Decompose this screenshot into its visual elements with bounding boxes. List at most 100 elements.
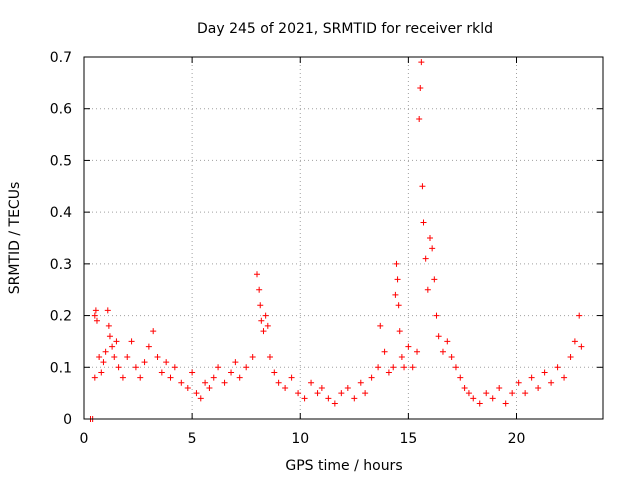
data-point [470,395,477,402]
data-point [422,255,429,262]
data-point [419,183,426,190]
data-point [113,338,120,345]
data-point [93,317,100,324]
data-point [137,374,144,381]
data-point [439,348,446,355]
data-point [576,312,583,319]
data-point [420,219,427,226]
y-tick-label: 0 [63,412,72,428]
data-point [344,384,351,391]
data-points [87,59,585,422]
data-point [92,307,99,314]
data-point [282,384,289,391]
data-point [496,384,503,391]
data-point [249,353,256,360]
data-point [409,364,416,371]
data-point [548,379,555,386]
data-point [561,374,568,381]
data-point [158,369,165,376]
data-point [435,333,442,340]
data-point [266,353,273,360]
data-point [535,384,542,391]
data-point [202,379,209,386]
data-point [541,369,548,376]
axis-ticks [83,56,603,420]
data-point [308,379,315,386]
chart-title: Day 245 of 2021, SRMTID for receiver rkl… [197,21,493,37]
data-point [124,353,131,360]
x-tick-label: 20 [508,431,526,447]
y-tick-label: 0.7 [50,50,72,66]
data-point [476,400,483,407]
grid-lines [84,57,603,419]
data-point [260,328,267,335]
x-tick-label: 5 [188,431,197,447]
data-point [171,364,178,371]
data-point [98,369,105,376]
y-tick-label: 0.2 [50,309,72,325]
data-point [236,374,243,381]
data-point [325,395,332,402]
data-point [465,390,472,397]
data-point [578,343,585,350]
data-point [502,400,509,407]
data-point [262,312,269,319]
data-point [427,235,433,241]
data-point [102,348,109,355]
data-point [489,395,496,402]
data-point [288,374,295,381]
data-point [109,343,116,350]
data-point [100,359,107,366]
data-point [215,364,222,371]
data-point [418,59,425,66]
data-point [154,353,161,360]
data-point [401,364,408,371]
data-point [228,369,235,376]
data-point [398,353,405,360]
data-point [416,116,423,123]
data-point [275,379,282,386]
data-point [178,379,185,386]
data-point [554,364,561,371]
data-point [375,364,382,371]
data-point [461,384,468,391]
x-tick-label: 15 [399,431,417,447]
data-point [91,312,98,319]
plot-frame [83,56,604,420]
data-point [417,85,424,92]
data-point [184,384,191,391]
data-point [424,286,431,293]
y-tick-label: 0.6 [50,102,72,118]
data-point [115,364,122,371]
data-point [104,307,111,314]
data-point [254,271,260,278]
data-point [105,322,112,329]
data-point [256,286,263,293]
data-point [351,395,358,402]
data-point [141,359,148,366]
data-point [189,369,196,376]
data-point [429,245,436,252]
data-point [483,390,490,397]
data-point [132,364,139,371]
data-point [257,302,264,309]
data-point [444,338,451,345]
data-point [448,353,455,360]
data-point [392,291,399,298]
data-point [394,276,401,283]
data-point [111,353,118,360]
data-point [395,302,402,309]
data-point [271,369,278,376]
data-point [150,328,157,335]
x-tick-label: 0 [80,431,89,447]
data-point [145,343,152,350]
data-point [414,348,421,355]
data-point [206,384,213,391]
tick-labels: 0 5 10 15 20 0 0.1 0.2 0.3 0.4 0.5 0.6 0.7 [50,50,526,447]
data-point [567,353,574,360]
data-point [457,374,464,381]
data-point [381,348,388,355]
data-point [301,395,308,402]
data-point [357,379,364,386]
y-tick-label: 0.5 [50,153,72,169]
